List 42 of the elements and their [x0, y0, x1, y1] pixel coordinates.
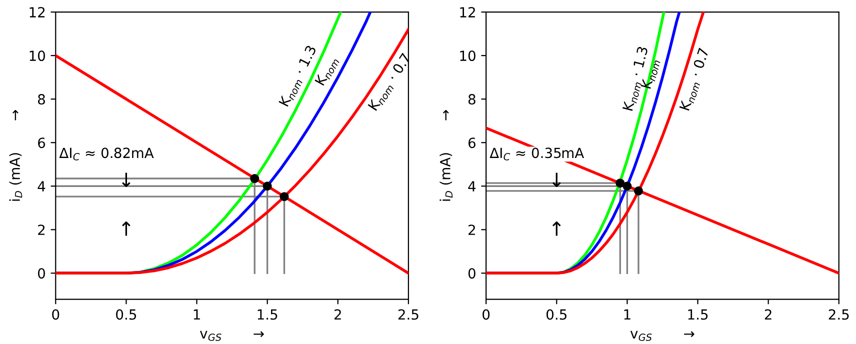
- x-tick-label: 2: [764, 309, 772, 320]
- x-tick-label: 1: [624, 309, 630, 320]
- x-tick-label: 2.5: [828, 309, 849, 320]
- y-tick-label: 4: [38, 181, 46, 192]
- point: [250, 174, 260, 184]
- y-axis-title: i$_{D}$ (mA) →: [9, 110, 22, 201]
- x-tick-label: 0.5: [546, 309, 566, 320]
- x-tick-label: 1: [194, 309, 200, 320]
- y-tick-label: 2: [468, 224, 475, 235]
- y-tick-label: 8: [38, 94, 45, 105]
- annotation: ΔI$_{C}$ ≈ 0.35mA: [490, 148, 584, 160]
- text: K$_{nom}$ · 0.7: [368, 52, 413, 112]
- y-tick-label: 8: [468, 94, 476, 105]
- y-tick-label: 0: [468, 268, 476, 279]
- x-tick-label: 2: [334, 309, 341, 320]
- x-tick-label: 1.5: [688, 309, 708, 320]
- text: K$_{nom}$ · 0.7: [679, 48, 712, 112]
- y-tick-label: 12: [30, 7, 45, 18]
- x-tick-label: 0.5: [116, 309, 136, 320]
- annotation: ↑: [552, 221, 561, 236]
- x-tick-label: 2.5: [398, 309, 418, 320]
- y-tick-label: 12: [460, 7, 475, 18]
- y-tick-label: 4: [468, 181, 476, 192]
- x-tick-label: 1.5: [258, 309, 278, 320]
- text: v$_{GS}$ →: [200, 330, 264, 341]
- annotation: ↓: [552, 172, 561, 187]
- y-tick-label: 0: [38, 268, 45, 279]
- y-tick-label: 6: [468, 138, 476, 148]
- y-tick-label: 10: [30, 50, 45, 62]
- y-axis-title: i$_{D}$ (mA) →: [440, 110, 453, 201]
- annotation: ↓: [122, 172, 130, 187]
- text: v$_{GS}$ →: [630, 330, 694, 341]
- y-tick-label: 10: [460, 50, 476, 62]
- y-tick-label: 6: [38, 138, 46, 148]
- point: [280, 192, 289, 202]
- y-tick-label: 2: [38, 224, 45, 235]
- x-tick-label: 0: [52, 309, 60, 320]
- annotation: ↑: [122, 221, 130, 236]
- text: K$_{nom}$: [314, 56, 340, 87]
- point: [262, 182, 272, 191]
- x-tick-label: 0: [482, 309, 490, 320]
- annotation: ΔI$_{C}$ ≈ 0.82mA: [59, 148, 154, 160]
